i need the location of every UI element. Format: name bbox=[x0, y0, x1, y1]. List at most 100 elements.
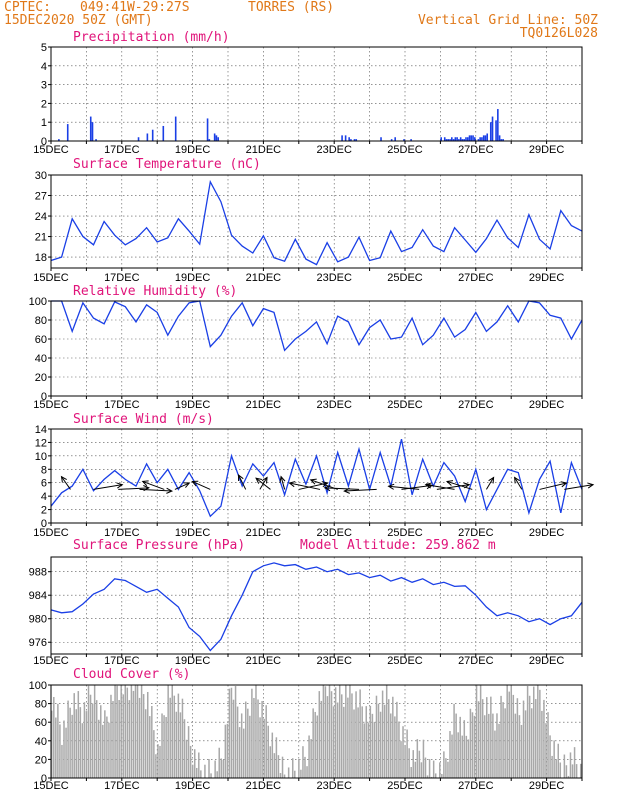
y-tick-label: 980 bbox=[29, 614, 47, 626]
cloud-bar bbox=[77, 691, 80, 778]
x-tick-label: 17DEC bbox=[104, 527, 140, 539]
precip-bar bbox=[151, 129, 154, 141]
cloud-bar bbox=[516, 698, 519, 778]
precip-bar bbox=[215, 135, 218, 141]
y-tick-label: 984 bbox=[29, 590, 47, 602]
cloud-bar bbox=[53, 696, 55, 778]
x-tick-label: 27DEC bbox=[458, 272, 494, 284]
precip-bar bbox=[440, 137, 442, 141]
cloud-bar bbox=[357, 707, 359, 778]
cloud-bar bbox=[144, 709, 147, 778]
cloud-bar bbox=[102, 724, 104, 778]
cloud-bar bbox=[457, 732, 459, 778]
cloud-bar bbox=[390, 713, 392, 778]
cloud-bar bbox=[332, 706, 335, 778]
y-tick-label: 27 bbox=[35, 191, 47, 203]
cloud-bar bbox=[310, 739, 312, 778]
precip-bar bbox=[479, 137, 481, 141]
x-tick-label: 21DEC bbox=[246, 272, 282, 284]
wind-arrow-head bbox=[445, 480, 454, 486]
precip-bar bbox=[58, 139, 60, 141]
wind-arrow-shaft bbox=[238, 474, 247, 490]
cloud-bar bbox=[543, 699, 545, 778]
y-tick-label: 40 bbox=[35, 736, 47, 748]
cloud-bar bbox=[528, 695, 531, 778]
cloud-bar bbox=[287, 767, 290, 778]
cloud-bar bbox=[336, 702, 339, 778]
cloud-bar bbox=[265, 705, 267, 778]
cloud-bar bbox=[451, 734, 453, 778]
precip-bar bbox=[470, 135, 473, 141]
cloud-bar bbox=[494, 730, 496, 778]
cloud-bar bbox=[320, 700, 323, 778]
panel-title: Surface Temperature (nC) bbox=[73, 157, 261, 172]
cloud-bar bbox=[343, 706, 345, 778]
wind-arrow-shaft bbox=[280, 476, 286, 490]
wind-arrow-head bbox=[237, 474, 244, 482]
wind-arrow-head bbox=[141, 480, 149, 487]
precip-bar bbox=[445, 139, 448, 141]
cloud-bar bbox=[492, 713, 494, 778]
precip-bar bbox=[463, 139, 466, 141]
series-line bbox=[50, 562, 583, 652]
cloud-bar bbox=[124, 685, 127, 778]
cloud-bar bbox=[91, 703, 94, 778]
precip-bar bbox=[458, 139, 460, 141]
wind-arrow-shaft bbox=[446, 480, 473, 490]
wind-arrow-shaft bbox=[61, 476, 71, 490]
cloud-bar bbox=[567, 775, 570, 778]
y-tick-label: 80 bbox=[35, 315, 47, 327]
cloud-bar bbox=[240, 713, 243, 778]
cloud-bar bbox=[351, 693, 353, 778]
y-tick-label: 100 bbox=[29, 680, 47, 692]
precip-bar bbox=[498, 135, 501, 141]
cloud-bar bbox=[226, 723, 229, 778]
y-tick-label: 0 bbox=[41, 136, 47, 148]
cloud-bar bbox=[555, 759, 557, 778]
y-tick-label: 60 bbox=[35, 334, 47, 346]
cloud-bar bbox=[381, 690, 384, 778]
cloud-bar bbox=[214, 760, 216, 778]
cloud-bar bbox=[59, 724, 61, 778]
y-tick-label: 0 bbox=[41, 391, 47, 403]
precip-bar bbox=[484, 135, 487, 141]
x-tick-label: 17DEC bbox=[104, 655, 140, 667]
precip-bar bbox=[217, 137, 219, 141]
cloud-bar bbox=[97, 719, 100, 778]
cloud-bar bbox=[128, 700, 131, 778]
precip-bar bbox=[355, 139, 358, 141]
wind-arrow-head bbox=[255, 477, 263, 484]
wind-arrow-shaft bbox=[344, 488, 377, 492]
y-tick-label: 0 bbox=[41, 773, 47, 785]
x-tick-label: 23DEC bbox=[316, 655, 352, 667]
cloud-bar bbox=[85, 711, 88, 778]
precip-bar bbox=[206, 118, 209, 141]
panel-frame bbox=[50, 174, 583, 269]
cloud-bar bbox=[269, 746, 272, 778]
cloud-bar bbox=[234, 686, 237, 778]
cloud-bar bbox=[428, 759, 431, 778]
cloud-bar bbox=[116, 685, 118, 778]
cloud-bar bbox=[304, 756, 306, 778]
header-location: TORRES (RS) bbox=[248, 0, 334, 15]
wind-arrow-head bbox=[60, 475, 67, 483]
wind-arrow-shaft bbox=[255, 477, 271, 490]
precip-bar bbox=[486, 133, 489, 141]
x-tick-label: 27DEC bbox=[458, 399, 494, 411]
cloud-bar bbox=[471, 712, 474, 778]
cloud-bar bbox=[146, 691, 149, 778]
cloud-bar bbox=[193, 749, 196, 778]
x-tick-label: 23DEC bbox=[316, 144, 352, 156]
cloud-bar bbox=[422, 739, 425, 778]
cloud-bar bbox=[385, 685, 388, 778]
cloud-bar bbox=[424, 757, 427, 778]
cloud-bar bbox=[524, 710, 527, 778]
cloud-bar bbox=[175, 711, 178, 778]
wind-arrow-shaft bbox=[514, 477, 523, 490]
cloud-bar bbox=[200, 770, 202, 778]
wind-arrow-head bbox=[309, 478, 317, 485]
cloud-bar bbox=[87, 685, 90, 778]
precip-bar bbox=[447, 139, 450, 141]
cloud-bar bbox=[379, 711, 382, 778]
